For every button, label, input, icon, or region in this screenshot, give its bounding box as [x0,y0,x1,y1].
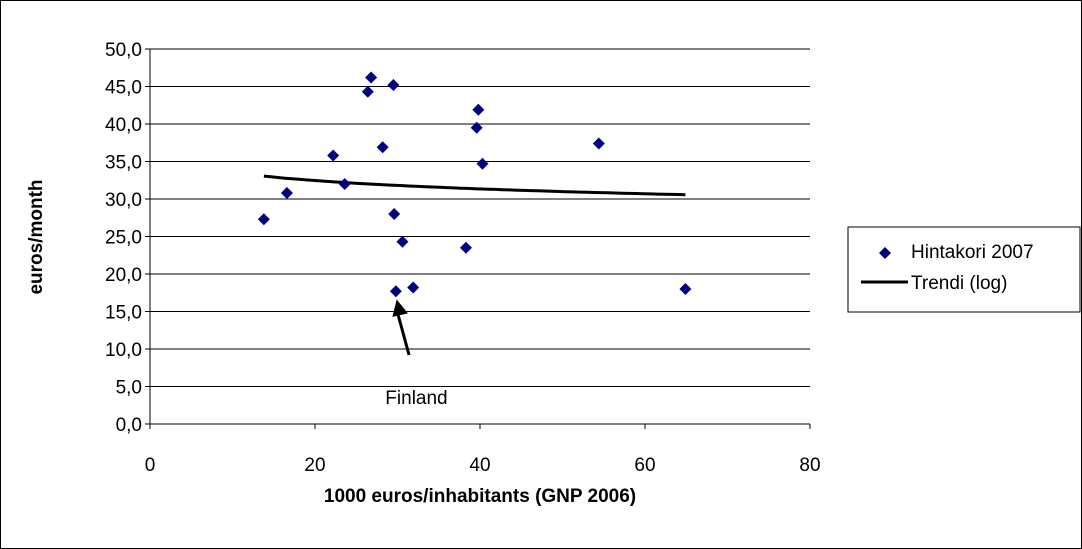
data-point [679,283,692,295]
y-tick-label: 25,0 [105,228,142,249]
data-point [361,85,374,98]
data-point [389,285,402,298]
annotation-layer: Finland [385,299,448,409]
x-tick-label: 80 [799,455,820,476]
x-tick-label: 0 [145,455,156,476]
x-axis-title: 1000 euros/inhabitants (GNP 2006) [324,486,636,507]
y-tick-label: 35,0 [105,153,142,174]
data-point [459,241,472,254]
x-tick-label: 20 [304,455,325,476]
gridlines [150,48,810,387]
plot-area: Finland [145,48,811,429]
data-point [476,157,489,170]
annotation-arrow [395,309,411,356]
x-tick-label: 60 [634,455,655,476]
data-point [470,121,483,134]
data-point [338,178,351,190]
trend-layer [263,174,686,197]
data-point [365,71,378,84]
trend-line [263,174,686,197]
y-tick-label: 5,0 [116,378,142,399]
y-tick-label: 50,0 [105,40,142,61]
data-points [257,71,692,298]
y-tick-label: 15,0 [105,303,142,324]
y-tick-label: 0,0 [116,415,142,436]
legend-label-trend: Trendi (log) [911,273,1007,294]
data-point [396,235,409,248]
annotation-arrowhead [392,299,408,317]
data-point [327,149,340,162]
x-tick-label: 40 [469,455,490,476]
axes [145,48,811,429]
annotation-label: Finland [385,388,447,409]
y-tick-label: 40,0 [105,115,142,136]
legend-box [847,226,1081,313]
y-tick-label: 45,0 [105,78,142,99]
data-point [376,141,389,154]
y-axis-tick-labels: 0,0 5,0 10,0 15,0 20,0 25,0 30,0 35,0 40,0 45,0 50… [105,40,142,436]
data-point [280,187,293,199]
y-axis-title: euros/month [26,179,47,294]
data-point [387,79,400,91]
y-tick-label: 30,0 [105,190,142,211]
data-point [472,103,485,116]
x-axis-tick-labels: 0 20 40 60 80 [145,455,821,476]
y-tick-label: 20,0 [105,265,142,286]
legend-marker-hintakori [879,247,891,259]
legend-label-hintakori: Hintakori 2007 [911,242,1034,263]
data-point [257,213,270,226]
legend: Hintakori 2007 Trendi (log) [847,226,1081,313]
data-point [407,281,420,294]
data-point [388,208,401,220]
data-point [592,137,605,150]
y-tick-label: 10,0 [105,340,142,361]
